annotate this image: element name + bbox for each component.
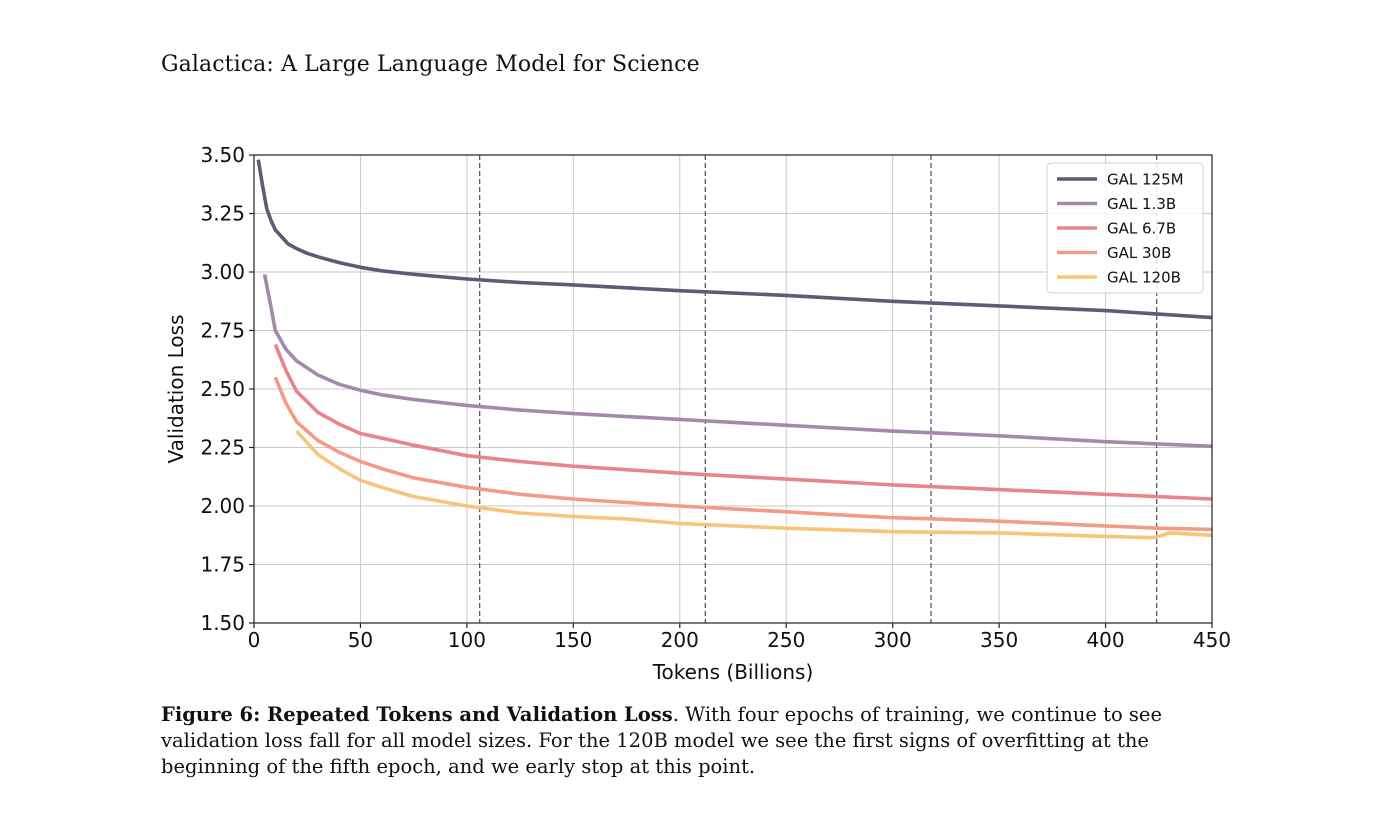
x-tick-label: 0 (248, 628, 261, 652)
y-tick-label: 3.25 (200, 202, 245, 226)
x-tick-label: 250 (767, 628, 805, 652)
series-line-gal-1-3b (262, 273, 1213, 449)
axes: 0 50 100 150 200 250 300 350 400 450 1.50 1.75 2.00 2… (164, 143, 1231, 684)
caption-text: . With four epochs of training, we conti… (161, 703, 1162, 778)
y-tick-label: 3.50 (200, 143, 245, 167)
x-tick-label: 350 (980, 628, 1018, 652)
x-tick-label: 100 (448, 628, 486, 652)
legend-label: GAL 1.3B (1107, 195, 1176, 213)
y-tick-label: 2.25 (200, 436, 245, 460)
x-tick-label: 300 (874, 628, 912, 652)
x-tick-label: 200 (661, 628, 699, 652)
y-tick-label: 2.75 (200, 319, 245, 343)
series-lines (256, 159, 1213, 540)
x-tick-label: 400 (1086, 628, 1124, 652)
x-tick-label: 150 (554, 628, 592, 652)
running-title: Galactica: A Large Language Model for Sc… (161, 52, 700, 77)
y-tick-label: 2.00 (200, 494, 245, 518)
legend: GAL 125M GAL 1.3B GAL 6.7B GAL 30B GAL 120B (1046, 162, 1204, 294)
caption-label: Figure 6: Repeated Tokens and Validation… (161, 703, 673, 726)
validation-loss-chart: 0 50 100 150 200 250 300 350 400 450 1.50 1.75 2.00 2… (164, 143, 1231, 684)
series-line-gal-30b (273, 376, 1213, 532)
legend-label: GAL 30B (1107, 244, 1171, 262)
x-tick-label: 450 (1193, 628, 1231, 652)
series-line-gal-125m (256, 159, 1213, 320)
legend-label: GAL 6.7B (1107, 220, 1176, 238)
y-axis-label: Validation Loss (164, 315, 188, 464)
series-line-gal-6-7b (273, 343, 1213, 501)
series-line-gal-120b (295, 429, 1213, 540)
x-axis-label: Tokens (Billions) (652, 660, 814, 684)
legend-label: GAL 120B (1107, 269, 1181, 287)
epoch-boundary-lines (479, 155, 1158, 623)
legend-label: GAL 125M (1107, 171, 1184, 189)
y-tick-label: 1.50 (200, 611, 245, 635)
y-tick-label: 3.00 (200, 260, 245, 284)
figure-caption: Figure 6: Repeated Tokens and Validation… (161, 702, 1246, 780)
y-tick-label: 2.50 (200, 377, 245, 401)
y-tick-label: 1.75 (200, 553, 245, 577)
legend-box (1046, 162, 1204, 294)
x-tick-label: 50 (348, 628, 373, 652)
